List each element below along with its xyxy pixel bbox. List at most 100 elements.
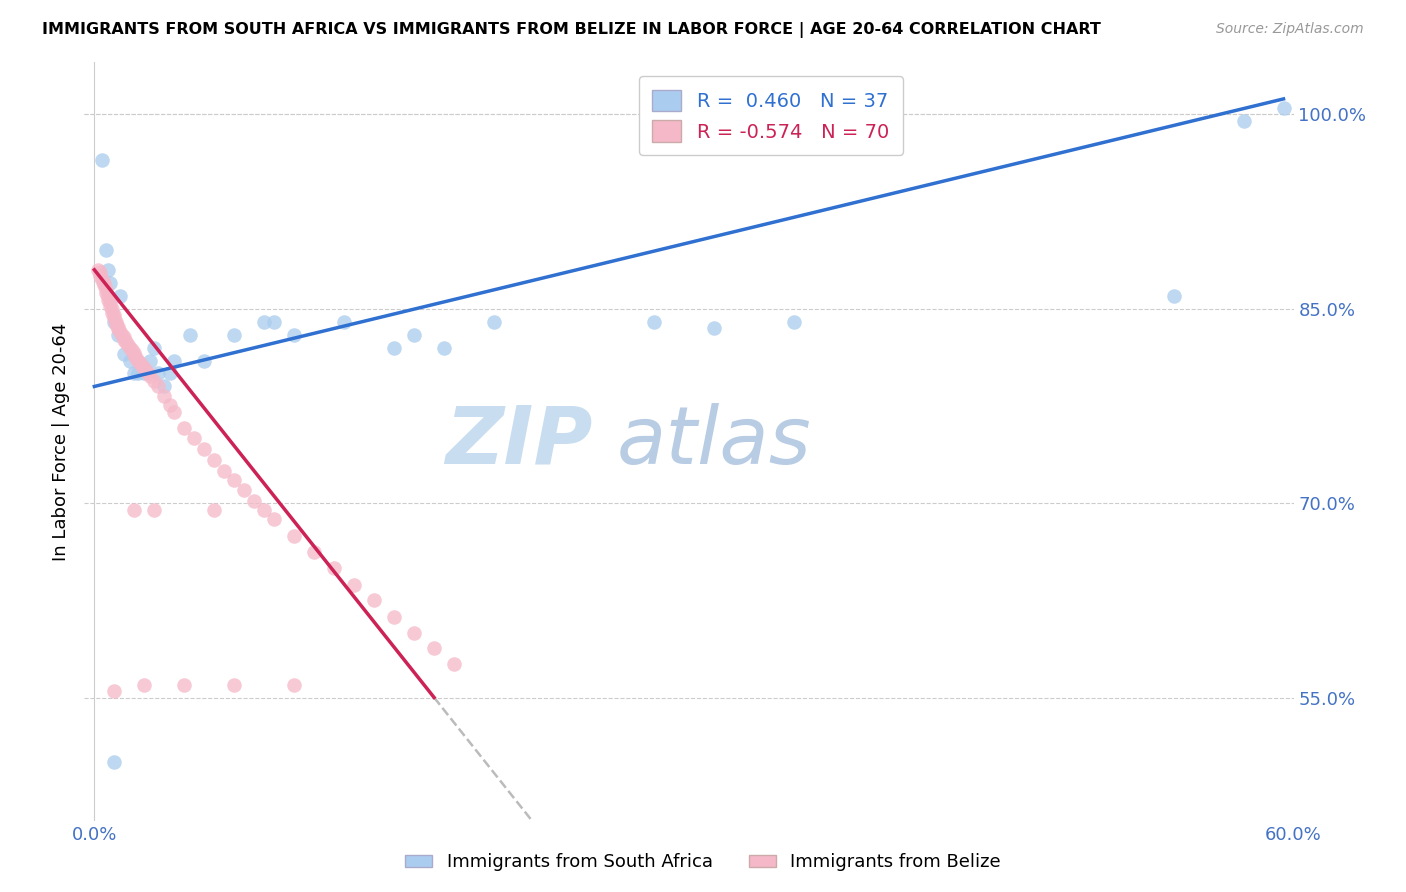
Point (96, 282, 118, 296)
Point (101, 301, 124, 316)
Point (224, 677, 246, 691)
Y-axis label: In Labor Force | Age 20-64: In Labor Force | Age 20-64 (52, 322, 70, 561)
Point (124, 367, 146, 381)
Point (125, 351, 148, 365)
Point (107, 327, 129, 342)
Point (263, 315, 285, 329)
Point (1163, 289, 1185, 303)
Point (115, 335, 138, 350)
Point (343, 578, 366, 592)
Point (193, 442, 215, 456)
Point (283, 327, 305, 342)
Point (302, 545, 325, 559)
Point (110, 325, 132, 339)
Point (183, 431, 205, 445)
Point (131, 359, 153, 373)
Point (103, 308, 125, 322)
Point (97, 289, 120, 303)
Point (120, 353, 142, 368)
Point (173, 421, 195, 435)
Point (423, 641, 446, 656)
Text: atlas: atlas (616, 402, 811, 481)
Point (89, 265, 111, 279)
Legend: R =  0.460   N = 37, R = -0.574   N = 70: R = 0.460 N = 37, R = -0.574 N = 70 (638, 76, 903, 155)
Point (202, 502, 225, 516)
Point (193, 353, 215, 368)
Point (159, 398, 181, 412)
Point (135, 364, 157, 378)
Point (103, 684, 125, 698)
Point (1272, 101, 1295, 115)
Point (93, 276, 115, 290)
Point (127, 353, 149, 368)
Point (443, 657, 465, 671)
Point (224, 327, 246, 342)
Text: IMMIGRANTS FROM SOUTH AFRICA VS IMMIGRANTS FROM BELIZE IN LABOR FORCE | AGE 20-6: IMMIGRANTS FROM SOUTH AFRICA VS IMMIGRAN… (42, 22, 1101, 38)
Point (117, 338, 139, 352)
Point (433, 341, 456, 355)
Point (482, 315, 505, 329)
Point (127, 367, 149, 381)
Point (89, 269, 111, 284)
Point (214, 464, 236, 478)
Point (323, 561, 346, 575)
Point (173, 677, 195, 691)
Text: Source: ZipAtlas.com: Source: ZipAtlas.com (1216, 22, 1364, 37)
Legend: Immigrants from South Africa, Immigrants from Belize: Immigrants from South Africa, Immigrants… (398, 847, 1008, 879)
Point (233, 483, 256, 497)
Point (97, 262, 120, 277)
Point (153, 379, 176, 393)
Point (148, 367, 170, 381)
Point (98, 299, 121, 313)
Point (243, 493, 266, 508)
Point (124, 348, 146, 362)
Point (97, 293, 120, 307)
Point (404, 327, 426, 342)
Point (382, 610, 405, 624)
Point (253, 315, 276, 329)
Point (148, 379, 170, 393)
Point (107, 319, 129, 334)
Point (283, 677, 305, 691)
Point (107, 322, 129, 336)
Point (163, 353, 186, 368)
Point (783, 315, 806, 329)
Point (1232, 113, 1254, 128)
Point (111, 327, 134, 342)
Point (143, 502, 166, 516)
Point (93, 278, 115, 293)
Point (139, 353, 162, 368)
Point (105, 315, 128, 329)
Point (134, 361, 156, 376)
Point (96, 244, 118, 258)
Point (120, 341, 142, 355)
Point (333, 315, 356, 329)
Point (112, 333, 135, 347)
Point (643, 315, 665, 329)
Point (703, 321, 725, 335)
Point (134, 677, 156, 691)
Point (129, 356, 152, 370)
Point (91, 153, 114, 167)
Point (98, 276, 121, 290)
Point (163, 405, 186, 419)
Point (103, 315, 125, 329)
Point (112, 347, 135, 361)
Point (96, 286, 118, 301)
Point (103, 310, 125, 325)
Point (98, 295, 121, 310)
Text: ZIP: ZIP (444, 402, 592, 481)
Point (124, 345, 146, 359)
Point (101, 305, 124, 319)
Point (159, 367, 181, 381)
Point (110, 289, 132, 303)
Point (202, 453, 225, 467)
Point (103, 756, 125, 770)
Point (263, 511, 285, 525)
Point (153, 388, 176, 402)
Point (143, 374, 166, 388)
Point (224, 473, 246, 487)
Point (253, 502, 276, 516)
Point (91, 273, 114, 287)
Point (112, 330, 135, 344)
